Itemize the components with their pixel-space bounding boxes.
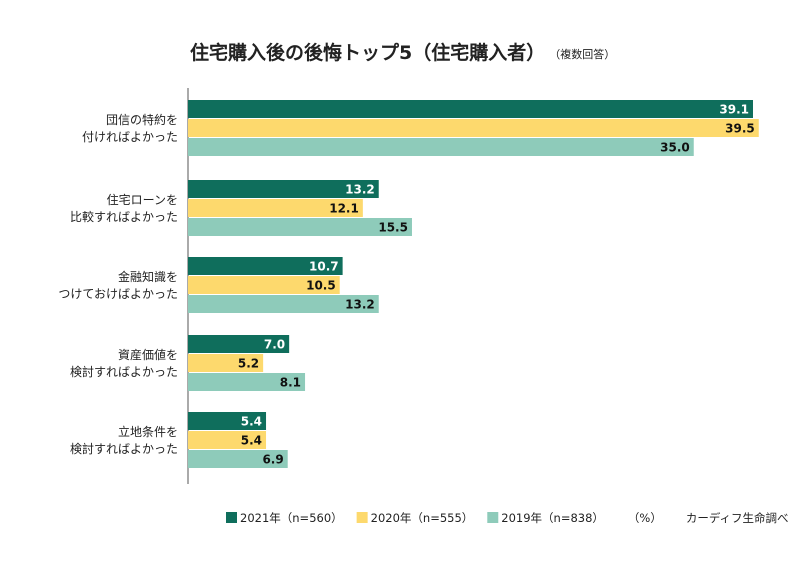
category-label: つけておけばよかった xyxy=(58,287,178,301)
data-label: 7.0 xyxy=(264,338,285,352)
data-label: 5.2 xyxy=(238,357,259,371)
bar xyxy=(188,100,753,118)
legend: 2021年（n=560） 2020年（n=555） 2019年（n=838） （%） カ… xyxy=(226,511,789,525)
chart-title: 住宅購入後の後悔トップ5（住宅購入者） xyxy=(190,41,545,64)
data-label: 39.5 xyxy=(725,122,755,136)
data-label: 10.5 xyxy=(306,279,336,293)
data-label: 13.2 xyxy=(345,298,375,312)
category-label: 検討すればよかった xyxy=(70,441,178,456)
bar xyxy=(188,450,288,468)
chart-subtitle: （複数回答） xyxy=(549,47,615,61)
category-label: 検討すればよかった xyxy=(70,364,178,379)
category-label: 比較すればよかった xyxy=(70,209,178,224)
unit-label: （%） xyxy=(628,511,662,525)
bar xyxy=(188,257,343,275)
source-label: カーディフ生命調べ xyxy=(686,511,789,525)
legend-label: 2019年（n=838） xyxy=(501,511,604,525)
bar xyxy=(188,276,340,294)
bar xyxy=(188,138,694,156)
legend-label: 2020年（n=555） xyxy=(371,511,474,525)
bar xyxy=(188,180,379,198)
category-label: 金融知識を xyxy=(118,269,178,284)
data-label: 13.2 xyxy=(345,183,375,197)
data-label: 5.4 xyxy=(241,415,262,429)
legend-swatch xyxy=(487,512,499,523)
data-label: 6.9 xyxy=(262,453,283,467)
data-label: 35.0 xyxy=(660,141,690,155)
category-label: 付ければよかった xyxy=(82,130,178,144)
bar xyxy=(188,354,264,372)
bar xyxy=(188,412,267,430)
category-label: 住宅ローンを xyxy=(107,192,178,207)
bar xyxy=(188,373,306,391)
bar xyxy=(188,218,412,236)
data-label: 15.5 xyxy=(378,221,408,235)
data-label: 5.4 xyxy=(241,434,262,448)
data-label: 10.7 xyxy=(309,260,339,274)
bar xyxy=(188,295,379,313)
category-label: 団信の特約を xyxy=(106,112,178,127)
legend-swatch xyxy=(356,512,368,523)
data-label: 39.1 xyxy=(719,103,749,117)
category-label: 立地条件を xyxy=(118,424,178,439)
bar xyxy=(188,199,363,217)
category-label: 資産価値を xyxy=(118,347,178,362)
data-label: 12.1 xyxy=(329,202,359,216)
legend-swatch xyxy=(226,512,237,523)
legend-label: 2021年（n=560） xyxy=(240,511,343,525)
bar xyxy=(188,431,267,449)
bar xyxy=(188,335,290,353)
bar xyxy=(188,119,759,137)
data-label: 8.1 xyxy=(280,376,301,390)
